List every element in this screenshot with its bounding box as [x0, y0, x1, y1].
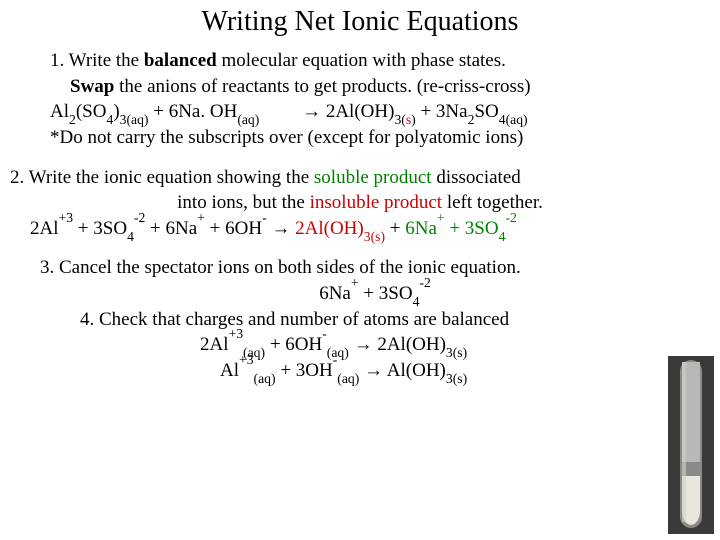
step3-line1: 3. Cancel the spectator ions on both sid… [40, 255, 710, 281]
step1-line1: 1. Write the balanced molecular equation… [50, 48, 710, 74]
step1-equation: Al2(SO4)3(aq) + 6Na. OH(aq) → 2Al(OH)3(s… [50, 99, 710, 125]
s2-l2c: left together. [442, 192, 543, 213]
s2-l1c: dissociated [432, 167, 521, 188]
step2-line2: into ions, but the insoluble product lef… [10, 190, 710, 216]
step4-line1: 4. Check that charges and number of atom… [40, 307, 710, 333]
s1-l1b: balanced [144, 50, 217, 71]
step4-eq1: 2Al+3(aq) + 6OH-(aq) → 2Al(OH)3(s) [40, 332, 710, 358]
step2-equation: 2Al+3 + 3SO4-2 + 6Na+ + 6OH- → 2Al(OH)3(… [10, 216, 710, 242]
step3-equation: 6Na+ + 3SO4-2 [40, 281, 710, 307]
step-3: 3. Cancel the spectator ions on both sid… [10, 255, 710, 383]
step1-note: *Do not carry the subscripts over (excep… [50, 125, 710, 151]
s1-l1a: 1. Write the [50, 50, 144, 71]
step-1: 1. Write the balanced molecular equation… [10, 48, 710, 151]
step-4: 4. Check that charges and number of atom… [40, 307, 710, 384]
s2-l1b: soluble product [314, 167, 432, 188]
step4-eq2: Al+3(aq) + 3OH-(aq) → Al(OH)3(s) [40, 358, 710, 384]
s1-l2a: Swap [70, 76, 114, 97]
step-2: 2. Write the ionic equation showing the … [10, 165, 710, 242]
s1-l2b: the anions of reactants to get products.… [114, 76, 530, 97]
test-tube-image [668, 356, 714, 534]
s2-l1a: 2. Write the ionic equation showing the [10, 167, 314, 188]
step2-line1: 2. Write the ionic equation showing the … [10, 165, 710, 191]
step1-line2: Swap the anions of reactants to get prod… [50, 74, 710, 100]
s2-l2b: insoluble product [310, 192, 442, 213]
page-title: Writing Net Ionic Equations [10, 6, 710, 38]
s1-l1c: molecular equation with phase states. [217, 50, 506, 71]
